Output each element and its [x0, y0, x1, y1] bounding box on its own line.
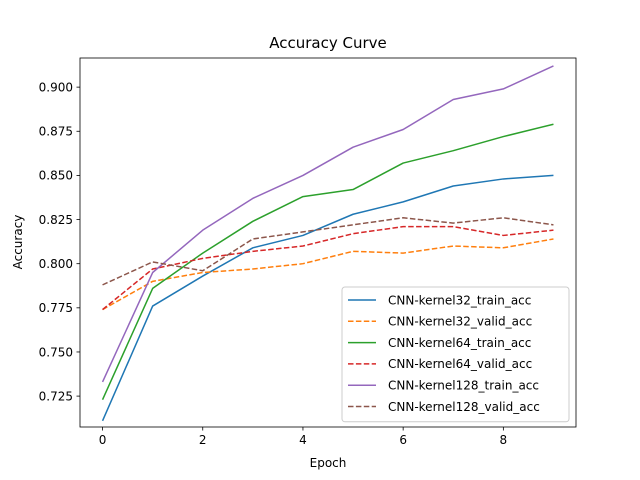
legend-label-1: CNN-kernel32_valid_acc [388, 315, 532, 329]
legend-label-4: CNN-kernel128_train_acc [388, 379, 539, 393]
y-tick-label: 0.875 [39, 125, 73, 139]
x-tick-label: 4 [299, 433, 307, 447]
y-axis-label: Accuracy [11, 215, 25, 270]
series-line-1 [102, 238, 554, 311]
x-axis-label: Epoch [310, 456, 347, 470]
y-tick-label: 0.825 [39, 213, 73, 227]
x-tick-label: 6 [399, 433, 407, 447]
legend: CNN-kernel32_train_acc CNN-kernel32_valid… [341, 286, 570, 423]
x-tick-label: 2 [199, 433, 207, 447]
y-tick-label: 0.775 [39, 301, 73, 315]
legend-label-5: CNN-kernel128_valid_acc [388, 400, 540, 414]
legend-label-3: CNN-kernel64_valid_acc [388, 357, 532, 371]
series-line-3 [102, 225, 554, 311]
y-tick-label: 0.850 [39, 169, 73, 183]
legend-box [341, 286, 570, 423]
series-line-5 [102, 217, 554, 286]
chart-title: Accuracy Curve [269, 34, 387, 52]
y-tick-label: 0.725 [39, 389, 73, 403]
legend-label-2: CNN-kernel64_train_acc [388, 336, 531, 350]
series-line-2 [101, 123, 554, 400]
y-tick-label: 0.800 [39, 257, 73, 271]
series-line-0 [101, 174, 554, 422]
axes-frame [79, 57, 577, 428]
x-tick-label: 8 [500, 433, 508, 447]
legend-label-0: CNN-kernel32_train_acc [388, 293, 531, 307]
series-line-4 [101, 65, 554, 383]
y-tick-label: 0.900 [39, 80, 73, 94]
plot-area: 0 2 4 6 8 0.725 0.750 0.775 0.800 0.825 0.850 0.875… [39, 57, 577, 447]
y-tick-label: 0.750 [39, 345, 73, 359]
x-tick-label: 0 [99, 433, 107, 447]
